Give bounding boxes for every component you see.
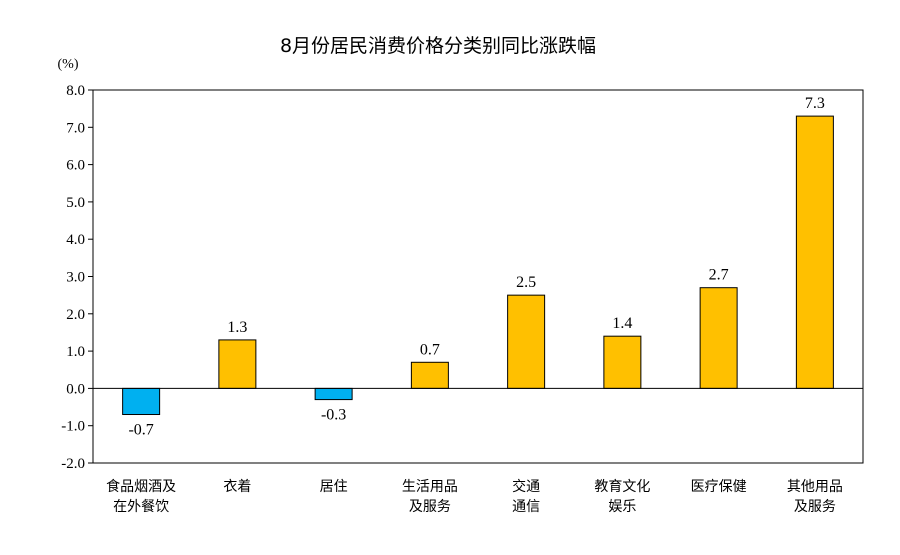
category-label: 及服务: [794, 499, 836, 515]
bar: [699, 287, 738, 389]
bars: [122, 115, 834, 416]
y-tick-label: 2.0: [66, 307, 85, 323]
category-label: 医疗保健: [691, 479, 747, 495]
category-label: 在外餐饮: [113, 499, 169, 515]
category-label: 及服务: [409, 499, 451, 515]
bar-value-label: 1.4: [612, 315, 632, 332]
bar: [314, 387, 353, 401]
bar-value-label: -0.3: [321, 407, 346, 424]
bar-value-label: 1.3: [227, 319, 247, 336]
category-label: 生活用品: [402, 479, 458, 495]
y-tick-label: 6.0: [66, 158, 85, 174]
category-label: 通信: [512, 499, 540, 515]
y-tick-label: 5.0: [66, 195, 85, 211]
y-tick-label: 3.0: [66, 270, 85, 286]
y-tick-label: -2.0: [61, 456, 85, 472]
bar: [795, 115, 834, 389]
value-labels: -0.7 1.3 -0.3 0.7 2.5 1.4 2.7 7.3: [128, 95, 824, 438]
category-label: 食品烟酒及: [106, 478, 176, 495]
bar-value-label: 0.7: [420, 341, 440, 358]
y-axis-ticks: 8.0 7.0 6.0 5.0 4.0 3.0 2.0 1.0 0.0 -1.0 -2.0: [61, 83, 93, 472]
category-label: 衣着: [223, 479, 251, 495]
plot-frame: [92, 89, 864, 464]
bar: [603, 335, 642, 389]
bar-value-label: 2.5: [516, 274, 536, 291]
bar: [122, 387, 161, 416]
bar-value-label: 7.3: [805, 95, 825, 112]
y-tick-label: 4.0: [66, 232, 85, 248]
y-tick-label: -1.0: [61, 419, 85, 435]
category-label: 娱乐: [608, 499, 636, 515]
category-label: 教育文化: [594, 479, 650, 495]
category-label: 居住: [320, 479, 348, 495]
bar: [218, 339, 257, 389]
y-tick-label: 8.0: [66, 83, 85, 99]
category-label: 交通: [512, 478, 540, 495]
y-tick-label: 7.0: [66, 120, 85, 136]
y-tick-label: 1.0: [66, 344, 85, 360]
y-unit-label: (%): [58, 57, 79, 72]
y-tick-label: 0.0: [66, 381, 85, 397]
bar: [507, 294, 546, 389]
bar: [410, 361, 449, 389]
category-label: 其他用品: [787, 479, 843, 495]
bar-value-label: 2.7: [709, 267, 729, 284]
bar-value-label: -0.7: [128, 422, 153, 439]
chart-title: 8月份居民消费价格分类别同比涨跌幅: [280, 35, 596, 57]
